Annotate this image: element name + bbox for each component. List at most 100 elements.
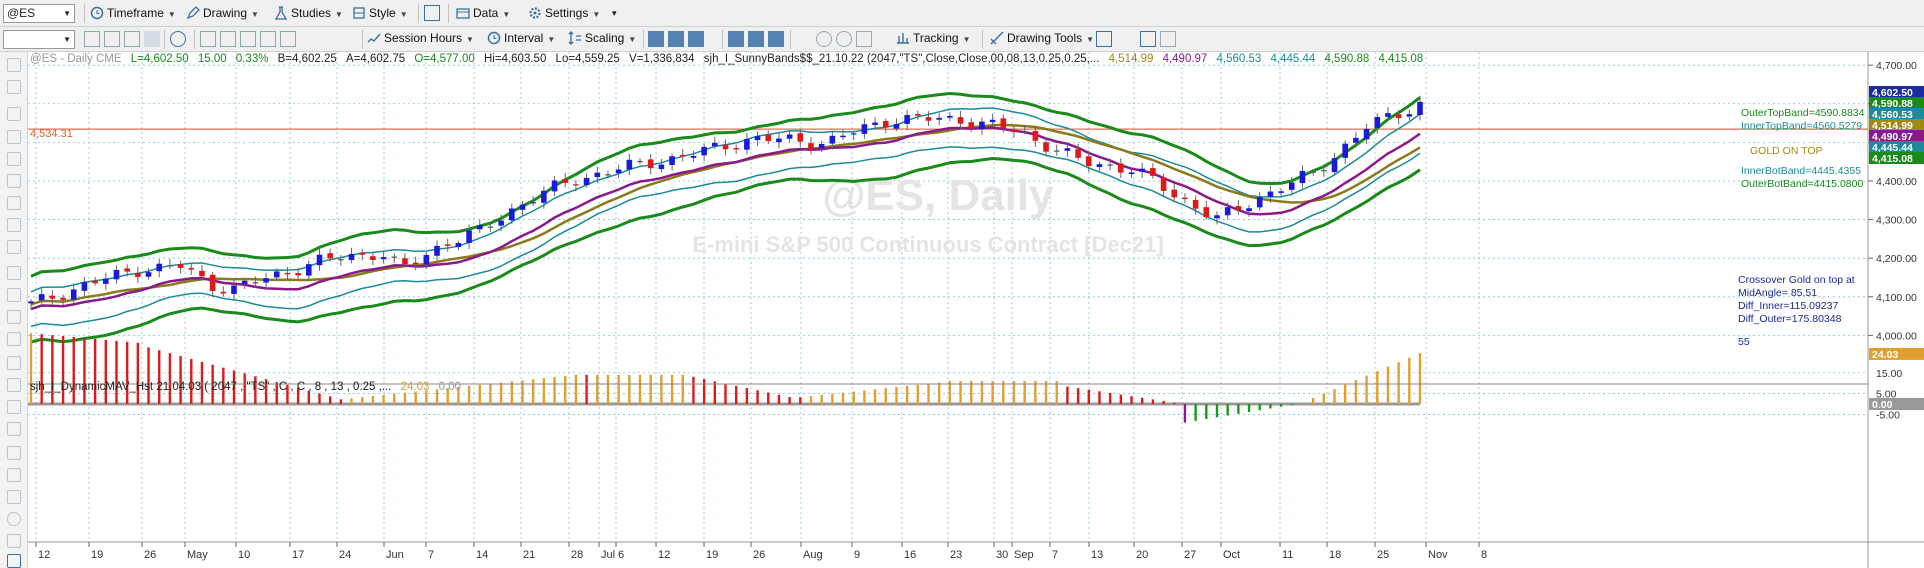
trendline-icon[interactable] [7,107,21,121]
horizontal-line-icon[interactable] [7,152,21,166]
study-name[interactable]: sjh_I_SunnyBands$$_21.10.22 (2047,"TS",C… [703,53,1100,65]
inner-bot-band-line [30,146,1421,328]
chart-type-icon[interactable] [144,31,160,47]
gann-icon[interactable] [7,310,21,324]
date-label: Jun [386,549,404,561]
date-label: 12 [658,549,670,561]
caret-icon: ▼ [1086,35,1095,44]
candle-chart-icon[interactable] [668,31,684,47]
price-tag-label: 4,602.50 [1872,87,1913,99]
candle-body [252,282,259,284]
channel-icon[interactable] [7,196,21,210]
gear-icon [528,6,542,20]
main-toolbar: @ES ▼ Timeframe ▼ Drawing ▼ Studies ▼ Style… [0,0,1924,27]
studies-menu[interactable]: Studies ▼ [274,4,343,23]
bars-center-icon[interactable] [748,31,764,47]
drawing-tools-icon [990,31,1004,45]
bid-price: B=4,602.25 [277,53,337,65]
search-icon[interactable] [170,31,186,47]
text-icon[interactable] [7,554,21,568]
caret-icon: ▼ [335,10,343,19]
candle-body [209,274,216,292]
window-d-icon[interactable] [260,31,276,47]
timeframe-label: Timeframe [107,6,164,20]
symbol-selector[interactable]: @ES ▼ [3,4,75,23]
date-label: 10 [238,549,250,561]
price-tag-label: 4,415.08 [1872,153,1913,165]
arrow-up-icon[interactable] [7,490,21,504]
scaling-icon [568,31,582,45]
style-menu[interactable]: Style ▼ [352,4,408,23]
lock-icon[interactable] [84,31,100,47]
target-icon[interactable] [7,400,21,414]
date-label: 21 [523,549,535,561]
workspace-selector[interactable]: ▼ [3,30,75,49]
candle-body [1267,191,1274,197]
pencil-icon[interactable] [7,240,21,254]
candle-body [562,178,569,183]
interval-menu[interactable]: Interval ▼ [487,29,555,48]
candle-body [402,258,408,264]
analysis-icon[interactable] [1140,31,1156,47]
scroll-icon[interactable] [1096,31,1112,47]
symbol-value: @ES [7,6,36,20]
window-e-icon[interactable] [280,31,296,47]
pointer-icon[interactable] [7,58,21,72]
ray-icon[interactable] [7,130,21,144]
study-value-mid: 4,490.97 [1162,53,1208,65]
indicator-name[interactable]: sjh_I_DynamicMAV_Hst 21.04.03 ( 2047 , "… [30,381,392,393]
window-icon[interactable] [124,31,140,47]
indicator-tag [1869,398,1924,410]
candle-body [1353,137,1359,143]
bars-right-icon[interactable] [768,31,784,47]
bars-left-icon[interactable] [728,31,744,47]
zoom-in-icon[interactable] [816,31,832,47]
arc-icon[interactable] [7,446,21,460]
arrow-down-icon[interactable] [7,468,21,482]
bar-tool-icon[interactable] [7,266,21,280]
bar-chart-icon[interactable] [648,31,664,47]
candle-body [231,285,237,294]
overflow-caret-icon[interactable]: ▾ [612,8,617,18]
layout-icon[interactable] [424,5,440,21]
crosshair-icon[interactable] [7,80,21,94]
settings-menu[interactable]: Settings ▼ [528,4,600,23]
price-axis[interactable]: 4,700.004,600.004,500.004,400.004,300.00… [1868,60,1924,421]
indicator-icon[interactable] [1160,31,1176,47]
fibonacci-icon[interactable] [7,218,21,232]
candles [28,95,1423,310]
window-a-icon[interactable] [200,31,216,47]
price-tick-label: 4,000.00 [1876,330,1917,342]
spiral-icon[interactable] [7,356,21,370]
hollow-candle-icon[interactable] [688,31,704,47]
rectangle-icon[interactable] [7,534,21,548]
session-hours-menu[interactable]: Session Hours ▼ [367,29,474,48]
date-axis[interactable]: 12 19 26 May 10 17 24 Jun 7 14 21 28 Jul 6 12 19 26 Aug 9 1… [35,542,1487,561]
last-price: L=4,602.50 [130,53,189,65]
candle-body [1417,101,1423,115]
zoom-fit-icon[interactable] [856,31,872,47]
candle-body [380,257,387,260]
chart-area[interactable]: @ES, Daily E-mini S&P 500 Continuous Con… [28,52,1924,568]
scaling-menu[interactable]: Scaling ▼ [568,29,636,48]
timeframe-menu[interactable]: Timeframe ▼ [90,4,176,23]
andrews-icon[interactable] [7,332,21,346]
data-menu[interactable]: Data ▼ [456,4,510,23]
drawing-tools-menu[interactable]: Drawing Tools ▼ [990,29,1094,48]
drawing-menu[interactable]: Drawing ▼ [186,4,259,23]
window-b-icon[interactable] [220,31,236,47]
diff-outer-text: Diff_Outer=175.80348 [1738,313,1842,325]
text-tool-icon[interactable] [7,378,21,392]
window-c-icon[interactable] [240,31,256,47]
candle-body [947,115,953,118]
tracking-menu[interactable]: Tracking ▼ [896,29,971,48]
vertical-line-icon[interactable] [7,174,21,188]
database-icon [456,6,470,20]
candle-body [957,117,964,124]
price-tag-label: 4,490.97 [1872,131,1913,143]
grid-icon[interactable] [104,31,120,47]
ellipse-icon[interactable] [7,422,21,436]
circle-icon[interactable] [7,512,21,526]
speed-lines-icon[interactable] [7,288,21,302]
zoom-out-icon[interactable] [836,31,852,47]
